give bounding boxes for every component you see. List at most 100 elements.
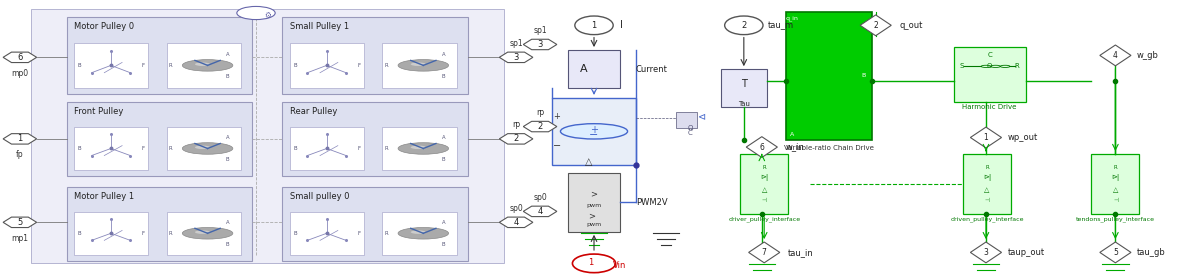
Text: q_out: q_out	[900, 21, 923, 30]
Polygon shape	[499, 52, 533, 62]
Text: ⊳|: ⊳|	[983, 175, 991, 182]
Text: 2: 2	[538, 122, 542, 131]
Text: ⊣: ⊣	[1114, 198, 1117, 204]
Text: T: T	[740, 79, 746, 89]
Circle shape	[991, 65, 1001, 67]
Circle shape	[398, 60, 449, 71]
Text: sp1: sp1	[533, 26, 547, 35]
Bar	[1092, 154, 1139, 214]
Bar	[721, 69, 767, 108]
Text: A: A	[790, 132, 794, 137]
Bar	[67, 17, 252, 94]
Text: 2: 2	[742, 21, 746, 30]
Text: sp0: sp0	[533, 193, 547, 202]
Text: driven_pulley_interface: driven_pulley_interface	[950, 217, 1024, 222]
Text: 1: 1	[592, 21, 596, 30]
Text: Motor Pulley 0: Motor Pulley 0	[74, 22, 134, 31]
Text: Variable-ratio Chain Drive: Variable-ratio Chain Drive	[784, 145, 874, 152]
Text: ⊣: ⊣	[762, 198, 767, 204]
Bar	[282, 17, 468, 94]
Text: Harmonic Drive: Harmonic Drive	[962, 104, 1016, 110]
Ellipse shape	[575, 16, 613, 35]
Text: Tau: Tau	[738, 101, 750, 107]
Text: 7: 7	[762, 248, 767, 257]
Text: Small pulley 0: Small pulley 0	[289, 192, 349, 201]
Text: A: A	[580, 64, 587, 74]
Text: Ω: Ω	[688, 125, 692, 131]
Text: △: △	[586, 156, 593, 167]
Text: 1: 1	[588, 258, 593, 267]
Bar	[676, 112, 697, 128]
Text: B: B	[862, 73, 866, 78]
Text: 4: 4	[1112, 51, 1118, 60]
Text: pwm: pwm	[587, 222, 601, 227]
Bar	[786, 12, 872, 140]
Circle shape	[194, 145, 210, 149]
Text: A: A	[442, 135, 445, 140]
Text: +: +	[553, 112, 560, 121]
Text: +: +	[590, 125, 598, 135]
Text: taup_out: taup_out	[1008, 248, 1045, 257]
Text: B: B	[442, 74, 445, 79]
Circle shape	[182, 227, 233, 239]
Text: driver_pulley_interface: driver_pulley_interface	[728, 217, 800, 222]
Text: Vin: Vin	[613, 260, 626, 270]
Text: R: R	[1114, 165, 1117, 170]
Text: 1: 1	[17, 134, 23, 143]
Circle shape	[182, 143, 233, 154]
Text: C: C	[988, 53, 992, 58]
Bar	[289, 127, 364, 170]
Text: 6: 6	[17, 53, 23, 62]
Bar	[167, 127, 241, 170]
Text: R: R	[384, 146, 388, 151]
Text: pwm: pwm	[587, 203, 601, 208]
Text: B: B	[442, 241, 445, 246]
Text: F: F	[358, 63, 360, 68]
Text: A: A	[442, 220, 445, 225]
Text: 1: 1	[984, 133, 989, 142]
Text: A: A	[442, 52, 445, 57]
Text: C: C	[688, 130, 692, 136]
Text: 5: 5	[17, 218, 23, 227]
Text: B: B	[442, 157, 445, 162]
Ellipse shape	[236, 6, 275, 20]
Text: PWM2V: PWM2V	[636, 198, 667, 207]
Text: ⊳|: ⊳|	[1111, 175, 1120, 182]
Bar	[289, 212, 364, 255]
Polygon shape	[523, 121, 557, 132]
Text: q_in: q_in	[785, 16, 798, 21]
Text: △: △	[1112, 187, 1118, 193]
Text: R: R	[384, 231, 388, 236]
Polygon shape	[1100, 242, 1130, 263]
Polygon shape	[860, 15, 892, 36]
Text: Small Pulley 1: Small Pulley 1	[289, 22, 349, 31]
Text: A: A	[226, 135, 229, 140]
Circle shape	[410, 230, 426, 234]
Circle shape	[560, 124, 628, 139]
Text: >: >	[590, 189, 598, 198]
Polygon shape	[971, 242, 1002, 263]
Circle shape	[410, 62, 426, 66]
Text: 4: 4	[538, 207, 542, 216]
Text: Current: Current	[636, 65, 668, 74]
Text: I: I	[620, 20, 623, 30]
Circle shape	[194, 230, 210, 234]
Polygon shape	[746, 137, 778, 158]
Text: w_in: w_in	[786, 142, 805, 152]
Text: B: B	[78, 231, 82, 236]
Text: ⊣: ⊣	[985, 198, 990, 204]
Text: sp0: sp0	[509, 204, 523, 213]
Polygon shape	[4, 52, 37, 62]
Circle shape	[982, 65, 991, 67]
Text: tau_m: tau_m	[768, 21, 794, 30]
Bar	[31, 9, 504, 263]
Polygon shape	[499, 134, 533, 144]
Ellipse shape	[572, 254, 616, 273]
Bar	[740, 154, 788, 214]
Text: F: F	[142, 146, 144, 151]
Text: sp1: sp1	[509, 39, 523, 48]
Text: 4: 4	[514, 218, 518, 227]
Text: rp: rp	[512, 120, 520, 129]
Text: F: F	[142, 231, 144, 236]
Circle shape	[398, 227, 449, 239]
